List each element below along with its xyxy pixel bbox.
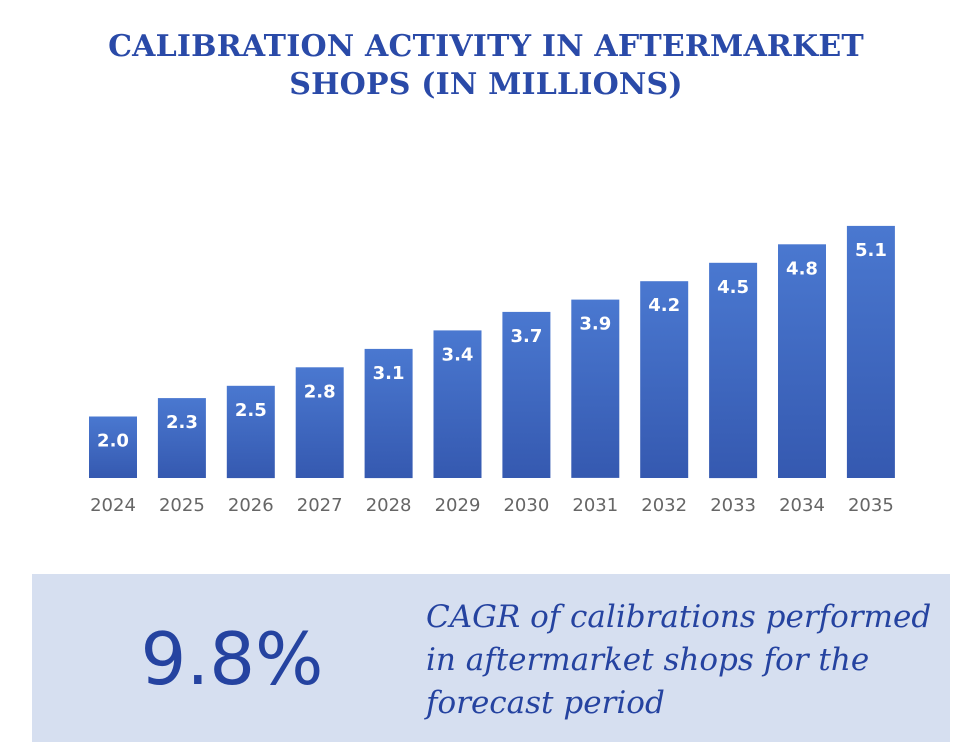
x-tick-label-2024: 2024 [90, 495, 136, 516]
bar-value-label-2035: 5.1 [855, 240, 887, 261]
bar-value-label-2032: 4.2 [648, 295, 680, 316]
bar-value-label-2027: 2.8 [304, 381, 336, 402]
bar-value-label-2028: 3.1 [373, 363, 405, 384]
x-tick-label-2032: 2032 [641, 495, 687, 516]
bar-2028 [364, 348, 413, 479]
bar-2029 [433, 330, 482, 478]
x-tick-label-2033: 2033 [710, 495, 756, 516]
bar-2027 [295, 367, 344, 478]
bar-2031 [571, 299, 620, 478]
x-tick-label-2025: 2025 [159, 495, 205, 516]
bar-2035 [846, 225, 895, 478]
x-tick-label-2027: 2027 [297, 495, 343, 516]
x-axis-ticks: 2024 2025 2026 2027 2028 2029 2030 2031 2032 2033… [90, 495, 894, 516]
x-tick-label-2029: 2029 [435, 495, 481, 516]
bar-2033 [709, 262, 758, 479]
cagr-value: 9.8% [140, 617, 324, 701]
bar-value-label-2034: 4.8 [786, 258, 818, 279]
bar-value-label-2033: 4.5 [717, 277, 749, 298]
bar-value-label-2024: 2.0 [97, 431, 129, 452]
cagr-description: CAGR of calibrations performed in afterm… [426, 599, 932, 721]
x-tick-label-2031: 2031 [572, 495, 618, 516]
bar-2025 [157, 398, 206, 478]
bar-2034 [778, 244, 826, 478]
bar-2030 [502, 311, 551, 478]
x-tick-label-2035: 2035 [848, 495, 894, 516]
bar-2024 [89, 416, 137, 478]
bar-value-label-2025: 2.3 [166, 412, 198, 433]
x-tick-label-2030: 2030 [503, 495, 549, 516]
bar-value-label-2031: 3.9 [579, 314, 611, 335]
chart-title: CALIBRATION ACTIVITY IN AFTERMARKET SHOP… [0, 28, 972, 104]
x-tick-label-2034: 2034 [779, 495, 825, 516]
bar-value-label-2026: 2.5 [235, 400, 267, 421]
stat-panel: 9.8% CAGR of calibrations performed in a… [32, 574, 950, 742]
bars-group: 2.0 2.3 2.5 2.8 3.1 3.4 3.7 3.9 4.2 4.5 4.8 5.1 [89, 225, 895, 479]
bar-value-label-2029: 3.4 [442, 344, 474, 365]
bar-2026 [226, 385, 275, 479]
bar-2032 [640, 281, 689, 478]
chart-title-line-1: CALIBRATION ACTIVITY IN AFTERMARKET [108, 29, 864, 64]
bar-value-label-2030: 3.7 [510, 326, 542, 347]
chart-title-line-2: SHOPS (IN MILLIONS) [289, 67, 683, 102]
x-tick-label-2026: 2026 [228, 495, 274, 516]
bar-chart: 2.0 2.3 2.5 2.8 3.1 3.4 3.7 3.9 4.2 4.5 4.8 5.1 202… [89, 225, 895, 516]
x-tick-label-2028: 2028 [366, 495, 412, 516]
